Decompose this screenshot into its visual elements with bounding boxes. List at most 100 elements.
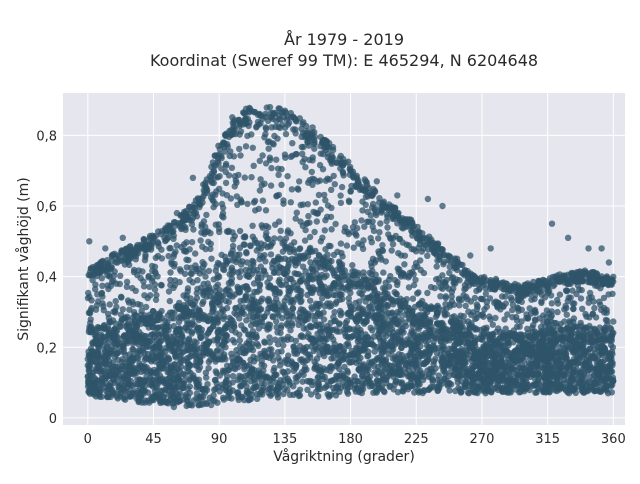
data-point (333, 299, 339, 305)
data-point (237, 152, 243, 158)
data-point (389, 247, 395, 253)
data-point (241, 363, 247, 369)
data-point (216, 229, 222, 235)
data-point (283, 131, 289, 137)
data-point (375, 387, 381, 393)
data-point (213, 222, 219, 228)
data-point (301, 325, 307, 331)
data-point (254, 289, 260, 295)
data-point (273, 372, 279, 378)
data-point (262, 258, 268, 264)
data-point (283, 235, 289, 241)
data-point (317, 177, 323, 183)
data-point (569, 377, 575, 383)
data-point (221, 313, 227, 319)
data-point (317, 386, 323, 392)
data-point (322, 344, 328, 350)
data-point (591, 388, 597, 394)
data-point (321, 192, 327, 198)
data-point (382, 308, 388, 314)
data-point (183, 249, 189, 255)
data-point (380, 269, 386, 275)
data-point (176, 373, 182, 379)
data-point (427, 366, 433, 372)
data-point (250, 234, 256, 240)
data-point (261, 339, 267, 345)
data-point (545, 318, 551, 324)
data-point (431, 358, 437, 364)
data-point (534, 389, 540, 395)
data-point (252, 239, 258, 245)
data-point (230, 257, 236, 263)
data-point (197, 310, 203, 316)
data-point (328, 355, 334, 361)
data-point (233, 311, 239, 317)
data-point (530, 382, 536, 388)
data-point (217, 327, 223, 333)
data-point (250, 259, 256, 265)
data-point (514, 324, 520, 330)
data-point (259, 380, 265, 386)
data-point (509, 314, 515, 320)
data-point (142, 357, 148, 363)
data-point (132, 319, 138, 325)
data-point (439, 286, 445, 292)
data-point (487, 388, 493, 394)
data-point (154, 331, 160, 337)
data-point (593, 335, 599, 341)
data-point (146, 284, 152, 290)
data-point (500, 304, 506, 310)
data-point (186, 347, 192, 353)
data-point (610, 318, 616, 324)
data-point (319, 235, 325, 241)
data-point (199, 301, 205, 307)
data-point (246, 341, 252, 347)
data-point (175, 384, 181, 390)
data-point (461, 313, 467, 319)
data-point (596, 299, 602, 305)
data-point (253, 335, 259, 341)
data-point (268, 165, 274, 171)
data-point (555, 300, 561, 306)
data-point (224, 373, 230, 379)
data-point (231, 323, 237, 329)
data-point (509, 366, 515, 372)
data-point (172, 249, 178, 255)
data-point (297, 288, 303, 294)
data-point (322, 197, 328, 203)
data-point (124, 279, 130, 285)
data-point (280, 391, 286, 397)
data-point (428, 384, 434, 390)
data-point (332, 221, 338, 227)
data-point (289, 186, 295, 192)
data-point (494, 303, 500, 309)
data-point (373, 272, 379, 278)
data-point (92, 338, 98, 344)
data-point (465, 318, 471, 324)
data-point (402, 301, 408, 307)
data-point (232, 183, 238, 189)
data-point (236, 251, 242, 257)
data-point (277, 362, 283, 368)
data-point (281, 386, 287, 392)
data-point (327, 243, 333, 249)
data-point (338, 385, 344, 391)
data-point (291, 239, 297, 245)
data-point (338, 240, 344, 246)
data-point (296, 178, 302, 184)
data-point (230, 387, 236, 393)
data-point (276, 256, 282, 262)
data-point (415, 387, 421, 393)
data-point (428, 303, 434, 309)
data-point (342, 224, 348, 230)
data-point (372, 259, 378, 265)
data-point (257, 283, 263, 289)
data-point (351, 245, 357, 251)
data-point (320, 350, 326, 356)
data-point (590, 311, 596, 317)
data-point (194, 277, 200, 283)
data-point (303, 367, 309, 373)
data-point (558, 384, 564, 390)
data-point (202, 273, 208, 279)
data-point (468, 298, 474, 304)
